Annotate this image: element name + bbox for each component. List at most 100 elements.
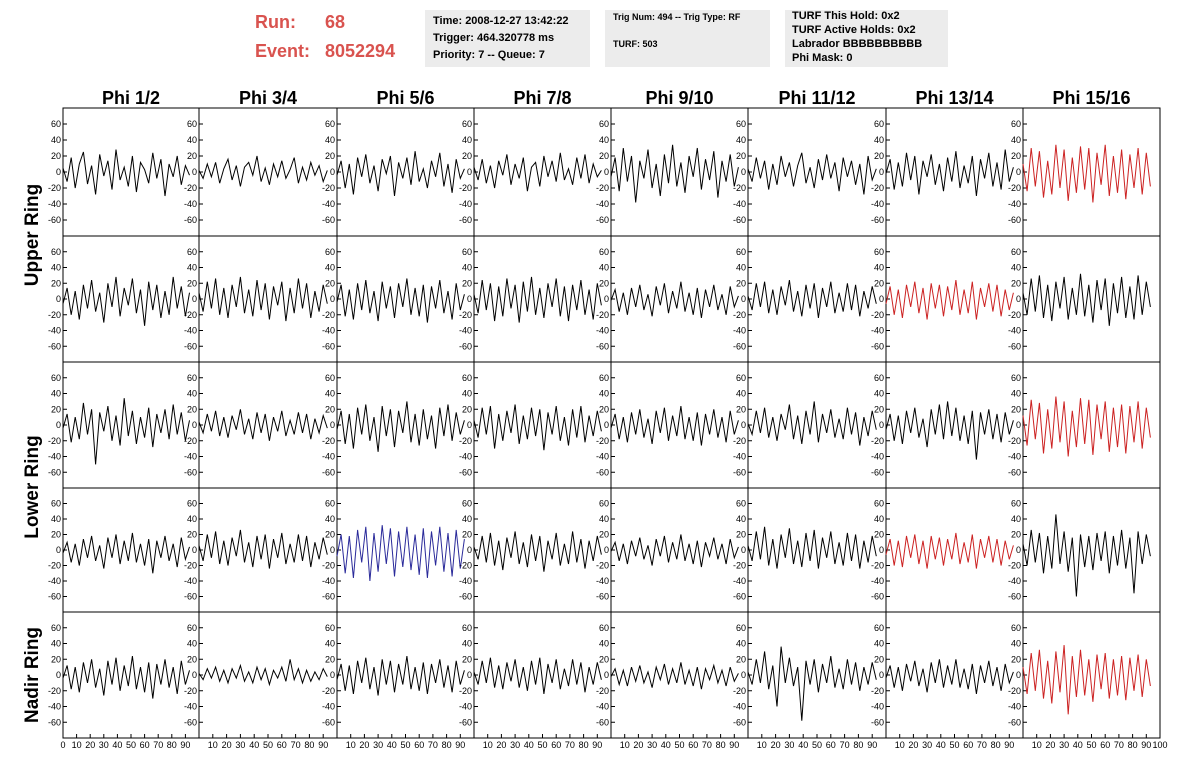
y-tick-label: 20	[462, 530, 472, 540]
y-tick-label: -20	[1008, 310, 1021, 320]
y-tick-label: -40	[596, 576, 609, 586]
x-tick-label: 30	[1059, 740, 1069, 750]
y-tick-label: -60	[184, 592, 197, 602]
x-tick-label: 40	[1073, 740, 1083, 750]
waveform-panel: -60 -40 -20 0 20 40 60	[596, 235, 749, 363]
waveform	[885, 659, 1014, 694]
y-tick-label: 60	[874, 247, 884, 257]
y-tick-label: 40	[874, 135, 884, 145]
y-tick-label: 20	[187, 151, 197, 161]
waveform	[610, 281, 739, 318]
waveform-panel: -60 -40 -20 0 20 40 60	[459, 361, 612, 489]
y-tick-label: 40	[1011, 514, 1021, 524]
y-tick-label: 40	[599, 639, 609, 649]
y-tick-label: -60	[459, 717, 472, 727]
y-tick-label: 60	[1011, 119, 1021, 129]
y-tick-label: 20	[51, 404, 61, 414]
y-tick-label: 0	[1016, 670, 1021, 680]
column-title: Phi 11/12	[778, 88, 855, 108]
y-tick-label: 60	[462, 247, 472, 257]
y-tick-label: 40	[51, 639, 61, 649]
y-tick-label: 20	[462, 404, 472, 414]
y-tick-label: -60	[322, 467, 335, 477]
y-tick-label: 20	[462, 278, 472, 288]
y-tick-label: 60	[325, 119, 335, 129]
y-tick-label: 0	[604, 167, 609, 177]
x-tick-label: 70	[153, 740, 163, 750]
y-tick-label: -60	[1008, 717, 1021, 727]
y-tick-label: 0	[1016, 420, 1021, 430]
waveform-panel: -60 -40 -20 0 20 40 60	[871, 235, 1024, 363]
waveform	[336, 401, 465, 452]
y-tick-label: 0	[741, 167, 746, 177]
y-tick-label: -20	[184, 310, 197, 320]
y-tick-label: -40	[459, 326, 472, 336]
y-tick-label: -40	[733, 576, 746, 586]
waveform	[198, 276, 328, 322]
y-tick-label: -20	[48, 436, 61, 446]
y-tick-label: 0	[192, 670, 197, 680]
y-tick-label: -40	[596, 326, 609, 336]
waveform-panel: -60 -40 -20 0 20 40 60	[1008, 361, 1161, 489]
y-tick-label: -40	[322, 199, 335, 209]
x-tick-label: 50	[263, 740, 273, 750]
panel-frame	[1022, 107, 1161, 237]
waveform-panel: -60 -40 -20 0 20 40 60	[871, 107, 1024, 237]
panel-frame	[473, 361, 612, 489]
y-tick-label: -20	[322, 686, 335, 696]
waveform-panel: -60 -40 -20 0 20 40 60	[871, 361, 1024, 489]
y-tick-label: 20	[736, 530, 746, 540]
y-tick-label: -20	[733, 183, 746, 193]
panel-frame	[336, 361, 475, 489]
y-tick-label: -40	[733, 452, 746, 462]
y-tick-label: 20	[187, 654, 197, 664]
y-tick-label: -60	[48, 717, 61, 727]
y-tick-label: 40	[187, 135, 197, 145]
y-tick-label: 40	[1011, 135, 1021, 145]
y-tick-label: -40	[871, 702, 884, 712]
y-tick-label: -20	[459, 183, 472, 193]
y-tick-label: 0	[330, 420, 335, 430]
y-tick-label: 20	[599, 404, 609, 414]
y-tick-label: 60	[187, 247, 197, 257]
x-tick-label: 50	[1086, 740, 1096, 750]
y-tick-label: -60	[322, 592, 335, 602]
y-tick-label: -40	[322, 702, 335, 712]
x-tick-label: 60	[551, 740, 561, 750]
column-title: Phi 5/6	[376, 88, 434, 108]
y-tick-label: -20	[459, 436, 472, 446]
header: Run: 68 Event: 8052294 Time: 2008-12-27 …	[255, 10, 948, 67]
x-tick-label: 50	[949, 740, 959, 750]
y-tick-label: 60	[874, 373, 884, 383]
y-tick-label: 60	[462, 623, 472, 633]
y-tick-label: 60	[325, 499, 335, 509]
y-tick-label: -40	[1008, 576, 1021, 586]
y-tick-label: 0	[467, 670, 472, 680]
y-tick-label: 20	[874, 151, 884, 161]
y-tick-label: 60	[187, 373, 197, 383]
y-tick-label: 20	[736, 278, 746, 288]
y-tick-label: -60	[871, 341, 884, 351]
y-tick-label: -20	[322, 561, 335, 571]
ring-label: Nadir Ring	[22, 627, 43, 723]
waveform-panel: -60 -40 -20 0 20 40 60	[733, 361, 887, 489]
y-tick-label: 20	[874, 530, 884, 540]
panel-frame	[885, 235, 1024, 363]
y-tick-label: 40	[187, 639, 197, 649]
y-tick-label: 40	[736, 135, 746, 145]
waveform-panel: -60 -40 -20 0 20 40 60	[322, 361, 475, 489]
y-tick-label: -20	[733, 686, 746, 696]
x-tick-label: 30	[510, 740, 520, 750]
waveform	[1022, 273, 1151, 326]
x-tick-label: 70	[565, 740, 575, 750]
waveform-panel: -60 -40 -20 0 20 40 60	[48, 487, 200, 613]
waveform	[473, 404, 602, 451]
y-tick-label: -40	[48, 326, 61, 336]
waveform-panel: -60 -40 -20 0 20 40 60	[1008, 235, 1161, 363]
y-tick-label: 40	[325, 389, 335, 399]
x-tick-label: 90	[867, 740, 877, 750]
y-tick-label: -60	[871, 717, 884, 727]
